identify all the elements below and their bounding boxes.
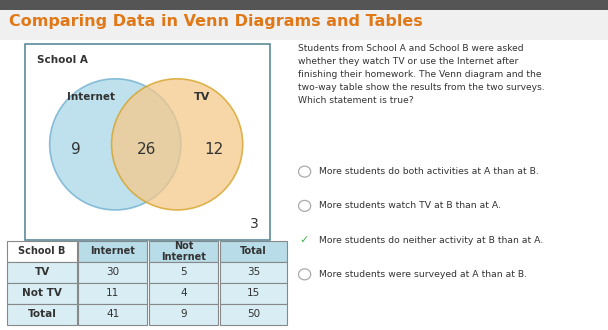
Text: TV: TV <box>35 268 50 278</box>
Text: 26: 26 <box>137 142 156 157</box>
Circle shape <box>111 79 243 210</box>
Text: 41: 41 <box>106 310 119 319</box>
Text: Not TV: Not TV <box>22 288 62 298</box>
Text: 4: 4 <box>180 288 187 298</box>
Text: 30: 30 <box>106 268 119 278</box>
Bar <box>7 304 77 325</box>
Text: Students from School A and School B were asked
whether they watch TV or use the : Students from School A and School B were… <box>298 44 545 105</box>
Bar <box>7 241 77 262</box>
Text: Comparing Data in Venn Diagrams and Tables: Comparing Data in Venn Diagrams and Tabl… <box>9 14 423 29</box>
Bar <box>7 262 77 283</box>
Circle shape <box>50 79 181 210</box>
Bar <box>78 283 148 304</box>
Text: Internet: Internet <box>66 92 114 102</box>
Text: School B: School B <box>18 247 66 256</box>
Text: Total: Total <box>28 310 57 319</box>
Circle shape <box>299 200 311 211</box>
Bar <box>149 241 218 262</box>
Text: Total: Total <box>240 247 267 256</box>
Bar <box>219 283 288 304</box>
Text: 9: 9 <box>180 310 187 319</box>
Text: ✓: ✓ <box>299 235 309 245</box>
Bar <box>78 304 148 325</box>
Text: 15: 15 <box>247 288 260 298</box>
Text: TV: TV <box>194 92 210 102</box>
Bar <box>78 241 148 262</box>
Bar <box>7 283 77 304</box>
Text: Internet: Internet <box>91 247 135 256</box>
Bar <box>219 304 288 325</box>
Circle shape <box>299 166 311 177</box>
Bar <box>78 262 148 283</box>
Bar <box>149 283 218 304</box>
Bar <box>219 241 288 262</box>
Text: 5: 5 <box>180 268 187 278</box>
Text: 3: 3 <box>249 216 258 231</box>
Text: Not
Internet: Not Internet <box>161 241 206 262</box>
Bar <box>149 262 218 283</box>
Text: 35: 35 <box>247 268 260 278</box>
Text: School A: School A <box>37 55 88 65</box>
Text: 9: 9 <box>71 142 80 157</box>
Text: More students were surveyed at A than at B.: More students were surveyed at A than at… <box>319 270 527 279</box>
Bar <box>149 304 218 325</box>
Text: 12: 12 <box>205 142 224 157</box>
Bar <box>219 262 288 283</box>
Text: More students do neither activity at B than at A.: More students do neither activity at B t… <box>319 236 544 245</box>
Text: 11: 11 <box>106 288 119 298</box>
Text: More students do both activities at A than at B.: More students do both activities at A th… <box>319 167 539 176</box>
Text: More students watch TV at B than at A.: More students watch TV at B than at A. <box>319 201 501 210</box>
Circle shape <box>299 269 311 280</box>
Text: 50: 50 <box>247 310 260 319</box>
